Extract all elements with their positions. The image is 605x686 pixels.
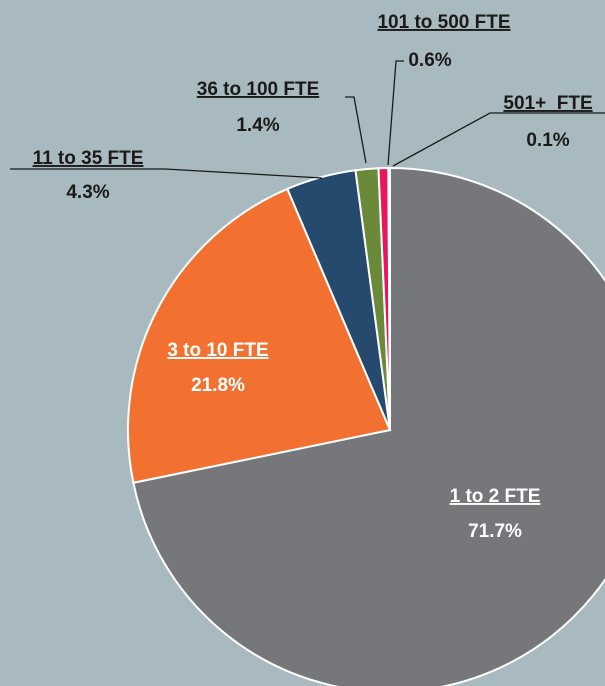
value-label: 0.1% <box>526 130 569 151</box>
category-label: 3 to 10 FTE <box>167 340 268 361</box>
leader-line <box>392 112 605 167</box>
category-label: 1 to 2 FTE <box>450 486 541 507</box>
value-label: 1.4% <box>236 115 279 136</box>
pie-slice <box>127 187 392 484</box>
value-label: 4.3% <box>66 182 109 203</box>
leader-line <box>345 96 367 164</box>
pie-slice <box>387 166 391 431</box>
value-label: 0.6% <box>408 50 451 71</box>
category-label: 101 to 500 FTE <box>377 12 510 33</box>
pie-slice <box>132 166 605 686</box>
value-label: 21.8% <box>191 375 245 396</box>
leader-line <box>387 60 404 166</box>
category-label: 36 to 100 FTE <box>197 79 320 100</box>
category-label: 501+ FTE <box>503 93 592 114</box>
value-label: 71.7% <box>468 521 522 542</box>
leader-line <box>10 168 323 179</box>
category-label: 11 to 35 FTE <box>33 148 144 169</box>
